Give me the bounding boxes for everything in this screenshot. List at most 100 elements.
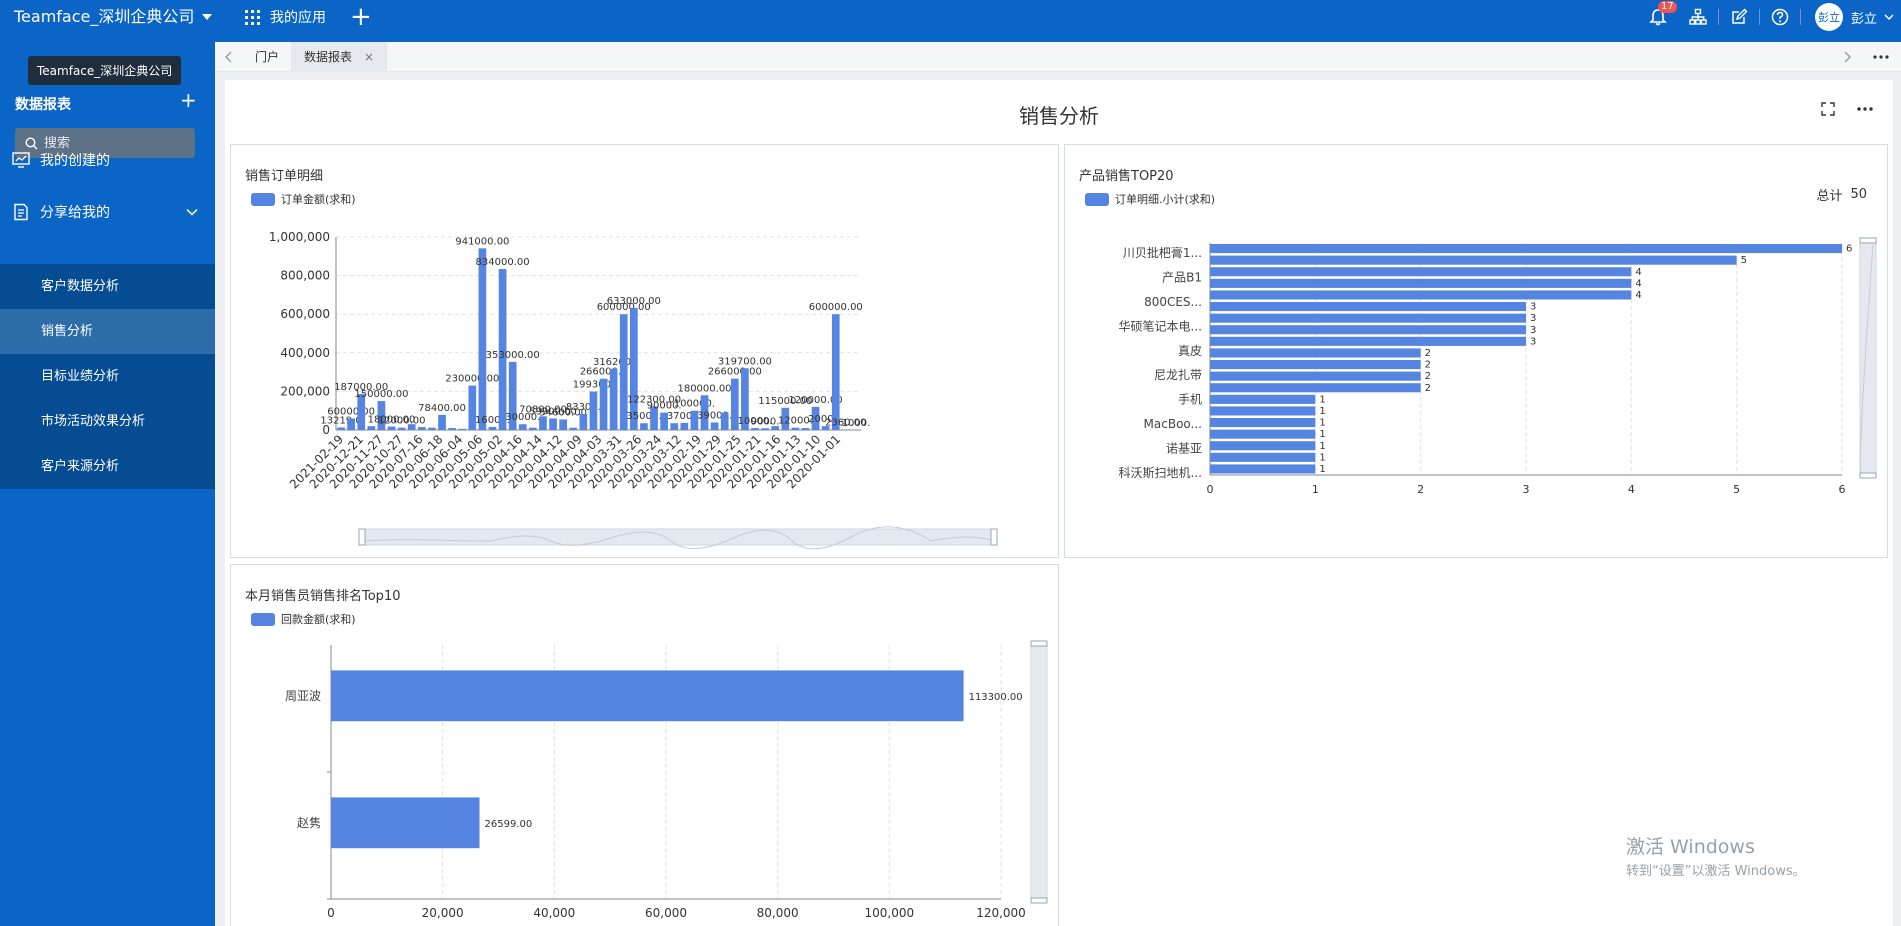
my-apps-button[interactable]: 我的应用 (245, 0, 326, 34)
search-input[interactable] (44, 135, 184, 151)
chart-legend[interactable]: 订单明细.小计(求和) (1085, 191, 1215, 207)
page-title: 销售分析 (1019, 104, 1099, 128)
bar (629, 307, 638, 430)
bar (640, 423, 648, 430)
x-tick-label: 0 (327, 906, 335, 920)
company-switcher[interactable]: Teamface_深圳企典公司 (14, 0, 213, 34)
sidebar-item-sales-analysis[interactable]: 销售分析 (0, 309, 215, 354)
bar (448, 428, 456, 430)
data-label: 2 (1425, 360, 1431, 371)
org-chart-icon[interactable] (1678, 0, 1718, 34)
data-label: 353000.00 (486, 350, 540, 361)
sidebar-item-target-performance[interactable]: 目标业绩分析 (41, 369, 120, 384)
zoom-handle-bottom (1859, 472, 1877, 479)
y-tick-label: 科沃斯扫地机... (1119, 466, 1202, 480)
tab-data-report[interactable]: 数据报表 × (292, 41, 388, 72)
data-label: 60000.00 (327, 406, 375, 417)
data-label: 20000. (808, 414, 843, 425)
sidebar-search[interactable] (15, 128, 195, 158)
zoom-handle-left (358, 528, 366, 546)
data-label: 316200. (593, 357, 634, 368)
user-name[interactable]: 彭立 (1850, 11, 1877, 27)
bar (337, 427, 345, 430)
bar (549, 418, 557, 430)
tab-portal[interactable]: 门户 (243, 41, 293, 72)
sidebar-item-marketing-effect[interactable]: 市场活动效果分析 (41, 414, 146, 429)
data-label: 1 (1319, 394, 1325, 405)
more-icon[interactable] (1861, 42, 1901, 72)
data-label: 5 (1741, 255, 1747, 266)
bar (801, 428, 810, 430)
x-tick-label: 100,000 (865, 906, 915, 920)
bar (1210, 255, 1737, 265)
data-label: 70800.00 (519, 404, 567, 415)
sidebar-submenu: 客户数据分析 销售分析 目标业绩分析 市场活动效果分析 客户来源分析 (0, 264, 215, 489)
data-label: 78400.00 (418, 403, 466, 414)
bar (1210, 360, 1421, 370)
bar (1210, 278, 1632, 288)
more-icon[interactable] (1857, 102, 1873, 120)
sales-order-chart: 0 200,000 400,000 600,000 800,000 1,000,000 13… (269, 230, 998, 550)
add-report-icon[interactable]: + (180, 88, 197, 112)
x-tick-label: 20,000 (422, 906, 464, 920)
activation-watermark: 激活 Windows (1626, 836, 1755, 858)
x-tick-label: 3 (1523, 483, 1530, 496)
zoom-slider-preview (361, 526, 995, 550)
bar (1210, 418, 1316, 428)
y-tick-label: 1,000,000 (269, 230, 330, 244)
chart-legend[interactable]: 订单金额(求和) (251, 191, 356, 207)
data-label: 266000.00 (708, 367, 762, 378)
tab-bar: 门户 数据报表 × (215, 41, 1901, 72)
data-label: 600000.00 (809, 302, 863, 313)
sidebar-item-shared[interactable]: 分享给我的 (0, 192, 215, 232)
sidebar-title: 数据报表 (15, 97, 71, 113)
bar (660, 412, 668, 430)
bar (1210, 267, 1632, 277)
bar (458, 428, 467, 430)
data-label: 122300.00 (627, 394, 681, 405)
bar (730, 378, 739, 430)
bar (1210, 336, 1526, 346)
sidebar-item-customer-source[interactable]: 客户来源分析 (41, 459, 120, 474)
chevron-down-icon[interactable] (1883, 11, 1895, 23)
panel-salesperson-top10: 本月销售员销售排名Top10 回款金额(求和) 0 20,000 40,000 60,… (230, 564, 1059, 926)
data-label: 941000.00 (455, 236, 509, 247)
edit-icon[interactable] (1719, 0, 1759, 34)
bar (1210, 406, 1316, 416)
sidebar-item-customer-data[interactable]: 客户数据分析 (41, 279, 120, 294)
help-icon[interactable] (1760, 0, 1800, 34)
bar (831, 314, 840, 430)
bar (811, 406, 820, 430)
bar (1210, 441, 1316, 451)
data-label: 10000. (737, 416, 772, 427)
total-summary[interactable]: 总计 50 (1816, 185, 1867, 204)
bar (468, 385, 477, 430)
report-content: 销售分析 销售订单明细 订单金额(求和) 0 200,000 400,000 600,… (225, 80, 1893, 926)
top-bar: Teamface_深圳企典公司 我的应用 + 17 彭立 彭立 (0, 0, 1901, 42)
add-icon[interactable]: + (350, 2, 372, 32)
company-tooltip: Teamface_深圳企典公司 (28, 56, 182, 85)
data-label: 319700.00 (718, 356, 772, 367)
report-icon (12, 152, 30, 168)
fullscreen-icon[interactable] (1821, 102, 1835, 120)
notification-bell-icon[interactable]: 17 (1638, 0, 1678, 34)
avatar[interactable]: 彭立 (1814, 3, 1843, 31)
data-label: 59900.00 (529, 406, 577, 417)
bar (791, 427, 800, 430)
tab-scroll-right-icon[interactable] (1833, 42, 1861, 72)
bar (508, 361, 517, 430)
y-tick-label: 600,000 (280, 307, 330, 321)
x-tick-label: 1 (1312, 483, 1319, 496)
bar (609, 368, 618, 430)
chart-legend[interactable]: 回款金额(求和) (251, 611, 356, 627)
y-tick-label: MacBoo... (1144, 417, 1202, 431)
data-label: 266000.0 (580, 367, 628, 378)
data-label: 12000. (778, 416, 813, 427)
chart-title: 销售订单明细 (245, 169, 324, 184)
close-icon[interactable]: × (364, 49, 375, 64)
y-tick-label: 200,000 (280, 384, 330, 398)
bar (650, 406, 658, 430)
x-tick-label: 80,000 (757, 906, 799, 920)
sidebar-item-created[interactable]: 我的创建的 (0, 140, 215, 180)
tab-scroll-left-icon[interactable] (215, 42, 243, 72)
